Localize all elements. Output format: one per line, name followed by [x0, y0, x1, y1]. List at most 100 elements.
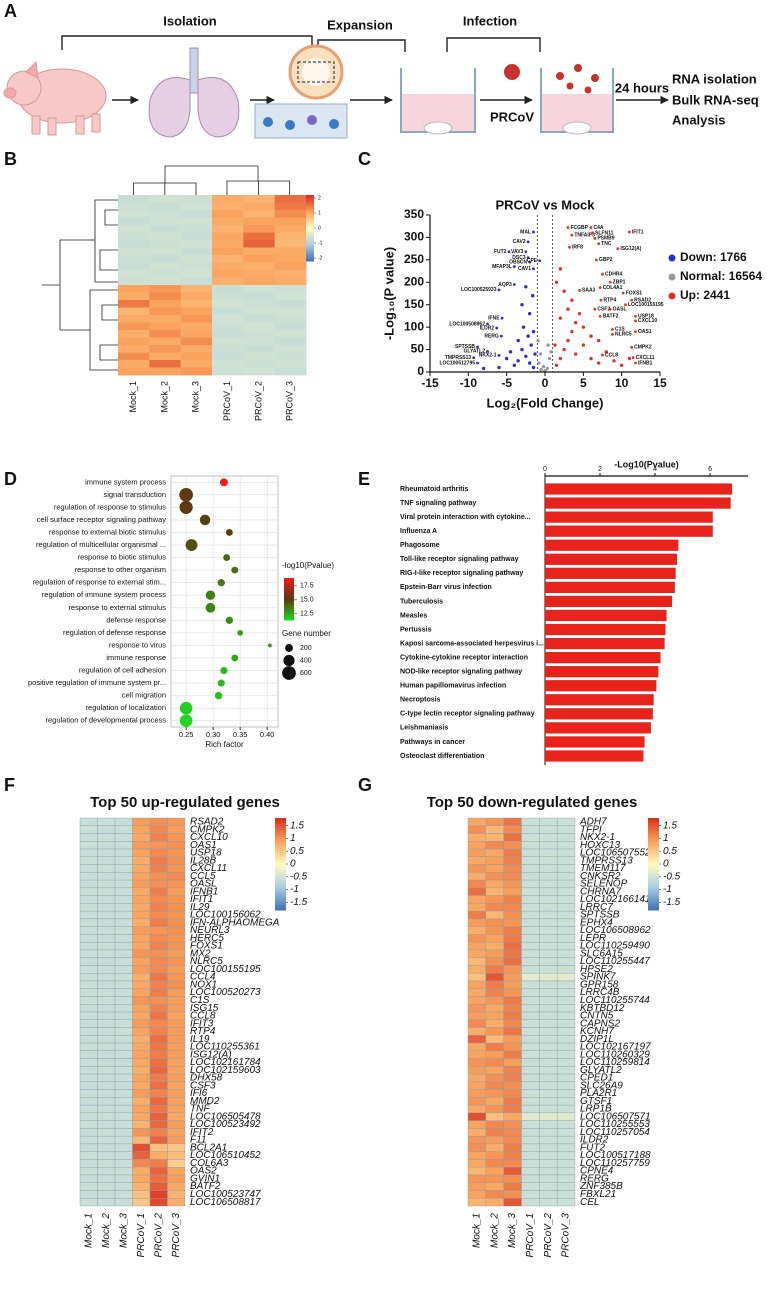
heatmap-cell — [539, 848, 558, 857]
colorbar-label: -2 — [318, 255, 323, 261]
heatmap-cell — [521, 1104, 540, 1114]
gene-annotation: CXCL10 — [638, 318, 657, 324]
column-label: Mock_3 — [118, 1213, 129, 1248]
heatmap-cell — [212, 240, 244, 248]
heatmap-cell — [503, 1159, 522, 1168]
heatmap-cell — [521, 825, 540, 834]
heatmap-cell — [167, 856, 186, 865]
heatmap-cell — [539, 879, 558, 889]
heatmap-cell — [503, 988, 522, 997]
heatmap-cell — [243, 202, 276, 211]
point — [527, 311, 532, 316]
heatmap-cell — [149, 255, 182, 263]
heatmap-cell — [149, 360, 182, 368]
heatmap-cell — [521, 980, 540, 989]
heatmap-cell — [243, 322, 276, 331]
heatmap-cell — [243, 352, 276, 361]
gene-label: LOC106508817 — [190, 1197, 261, 1208]
heatmap-cell — [485, 903, 504, 912]
heatmap-cell — [503, 1050, 522, 1059]
pig-icon — [3, 60, 107, 136]
annotated-point — [608, 280, 612, 284]
gene-label: CEL — [580, 1197, 599, 1208]
heatmap-cell — [149, 210, 182, 218]
heatmap-cell — [503, 926, 522, 935]
colorbar-segment — [306, 247, 314, 250]
heatmap-cell — [521, 848, 540, 857]
gene-label: TMPRSS13 — [580, 855, 633, 866]
lung-icon — [148, 47, 240, 138]
gene-label: LOC100155195 — [190, 964, 261, 975]
annotated-point — [499, 334, 503, 338]
heatmap-cell — [114, 1027, 133, 1036]
gene-label: RERG — [580, 1173, 609, 1184]
heatmap-cell — [539, 1166, 558, 1176]
bar — [545, 623, 666, 636]
gene-annotation: RTP4 — [603, 298, 616, 304]
colorbar-segment — [648, 854, 659, 858]
bubble — [199, 514, 211, 526]
heatmap-cell — [97, 1174, 116, 1183]
heatmap-cell — [467, 895, 487, 904]
heatmap-cell — [97, 988, 116, 997]
gene-label: CPNE4 — [580, 1166, 614, 1177]
heatmap-cell — [539, 1097, 558, 1106]
category-label: Human papillomavirus infection — [400, 683, 506, 690]
heatmap-cell — [79, 996, 98, 1005]
gene-label: HPSE2 — [580, 964, 613, 975]
heatmap-cell — [485, 1112, 504, 1121]
heatmap-cell — [485, 1135, 504, 1145]
heatmap-cell — [167, 825, 186, 834]
heatmap-cell — [79, 1143, 98, 1152]
gene-label: LOC106510452 — [190, 1150, 261, 1161]
point — [536, 338, 540, 343]
colorbar-segment — [284, 603, 294, 606]
heatmap-cell — [114, 856, 133, 865]
colorbar-segment — [275, 882, 286, 886]
heatmap-cell — [556, 934, 576, 943]
heatmap-cell — [79, 1073, 98, 1083]
heatmap-cell — [503, 903, 522, 912]
heatmap-cell — [243, 247, 276, 256]
colorbar-segment — [275, 834, 286, 837]
heatmap-cell — [467, 996, 487, 1005]
heatmap-cell — [467, 1050, 487, 1059]
colorbar-segment — [275, 893, 286, 897]
colorbar-segment — [275, 868, 286, 872]
heatmap-cell — [521, 833, 540, 842]
bar — [545, 567, 676, 579]
y-tick-label: 0 — [417, 364, 424, 378]
colorbar-segment — [284, 604, 294, 607]
heatmap-cell — [485, 957, 504, 966]
heatmap-cell — [243, 225, 276, 233]
heatmap-cell — [521, 1089, 540, 1098]
heatmap-cell — [167, 1104, 186, 1114]
colorbar-segment — [275, 850, 286, 853]
heatmap-cell — [521, 1081, 540, 1090]
gene-label: LOC106507571 — [580, 1111, 651, 1122]
heatmap-cell — [485, 895, 504, 904]
heatmap-cell — [556, 980, 576, 989]
gene-label: LOC110260329 — [580, 1049, 650, 1060]
annotated-point — [495, 326, 499, 330]
colorbar-segment — [648, 843, 659, 847]
color-legend-title: -log10(Pvalue) — [282, 561, 334, 570]
heatmap-cell — [149, 1120, 168, 1129]
heatmap-cell — [485, 934, 504, 943]
gene-label: CMPK2 — [190, 824, 225, 835]
gene-label: LOC102161784 — [190, 1057, 261, 1068]
heatmap-cell — [556, 965, 576, 974]
gene-label: IL29 — [190, 902, 210, 913]
bar — [545, 652, 661, 664]
heatmap-cell — [556, 1089, 576, 1098]
heatmap-cell — [485, 1004, 504, 1013]
heatmap-cell — [274, 210, 307, 218]
heatmap-cell — [243, 337, 276, 346]
heatmap-cell — [132, 1151, 151, 1160]
heatmap-cell — [97, 841, 116, 850]
heatmap-cell — [149, 270, 182, 278]
point — [581, 325, 586, 329]
heatmap-cell — [79, 988, 98, 997]
heatmap-cell — [503, 1042, 522, 1052]
heatmap-cell — [149, 277, 182, 286]
